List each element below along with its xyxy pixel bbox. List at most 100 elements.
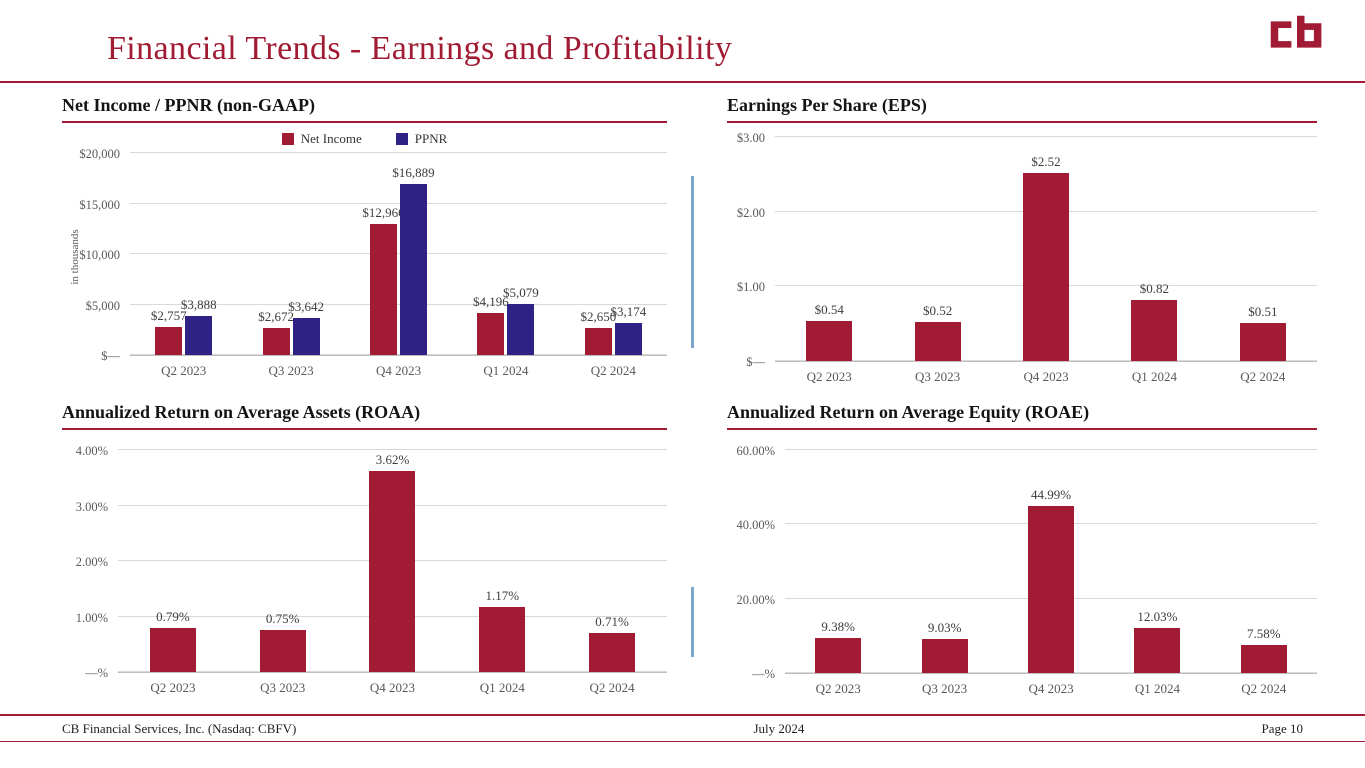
category-group: 3.62% xyxy=(338,450,448,672)
bar: 9.03% xyxy=(921,620,968,673)
y-tick-label: 2.00% xyxy=(75,555,108,569)
ppnr-swatch-icon xyxy=(395,133,408,145)
category-group: $2,672 $3,642 xyxy=(237,153,344,355)
bar: 44.99% xyxy=(1028,487,1075,673)
chart-body: —% 20.00% 40.00% 60.00% 9.38% 9.03% 44.99% 12.… xyxy=(727,444,1317,697)
bar-value-label: $0.52 xyxy=(922,303,953,319)
chart-body: $— $1.00 $2.00 $3.00 $0.54 $0.52 $2.52 $0.82 $0… xyxy=(727,131,1317,385)
bar-value-label: 0.71% xyxy=(595,613,629,629)
bar: 7.58% xyxy=(1240,626,1287,673)
y-tick-label: $20,000 xyxy=(79,147,120,161)
bar: 0.79% xyxy=(149,609,196,672)
bar: $2,757 xyxy=(151,308,187,355)
plot-column: 0.79% 0.75% 3.62% 1.17% 0.71% Q2 2023 Q3 2023… xyxy=(118,449,667,696)
bar-value-label: 9.03% xyxy=(927,620,962,636)
x-tick-label: Q4 2023 xyxy=(369,680,416,695)
category-group: $0.82 xyxy=(1100,137,1208,361)
slide-footer: CB Financial Services, Inc. (Nasdaq: CBF… xyxy=(0,714,1365,742)
bar: $2,672 xyxy=(258,309,294,355)
category-group: $2,650 $3,174 xyxy=(560,153,667,355)
x-axis: Q2 2023 Q3 2023 Q4 2023 Q1 2024 Q2 2024 xyxy=(785,681,1317,697)
net-income-swatch-icon xyxy=(281,133,294,145)
chart-title: Annualized Return on Average Equity (ROA… xyxy=(727,402,1317,430)
y-axis: —% 1.00% 2.00% 3.00% 4.00% xyxy=(62,444,118,680)
plot-column: $0.54 $0.52 $2.52 $0.82 $0.51 Q2 2023 Q3 2023… xyxy=(775,136,1317,385)
bar: $0.52 xyxy=(914,303,961,361)
bar-value-label: 9.38% xyxy=(821,619,855,635)
bar: $12,966 xyxy=(362,205,405,355)
slide-header: Financial Trends - Earnings and Profitab… xyxy=(0,0,1365,83)
x-axis: Q2 2023 Q3 2023 Q4 2023 Q1 2024 Q2 2024 xyxy=(118,680,667,696)
x-tick-label: Q2 2023 xyxy=(161,363,207,378)
y-axis: $— $1.00 $2.00 $3.00 xyxy=(727,131,775,369)
page-title: Financial Trends - Earnings and Profitab… xyxy=(107,30,733,67)
bar-value-label: 3.62% xyxy=(375,452,410,468)
footer-page-number: Page 10 xyxy=(1261,720,1303,736)
category-group: 9.38% xyxy=(785,450,891,673)
y-tick-label: $15,000 xyxy=(79,197,120,212)
category-group: $12,966 $16,889 xyxy=(345,153,452,355)
y-tick-label: $— xyxy=(746,355,765,369)
x-tick-label: Q2 2024 xyxy=(589,680,635,695)
legend-label-net-income: Net Income xyxy=(300,131,362,146)
legend-item-net-income: Net Income xyxy=(281,131,362,147)
category-group: $2,757 $3,888 xyxy=(130,153,237,355)
x-tick-label: Q3 2023 xyxy=(922,681,968,696)
bar-value-label: $2,650 xyxy=(580,309,617,325)
chart-title: Earnings Per Share (EPS) xyxy=(727,95,1317,123)
bar-value-label: $3,174 xyxy=(610,303,647,319)
bar: $16,889 xyxy=(392,165,435,355)
x-tick-label: Q2 2024 xyxy=(1241,681,1287,696)
bar: 3.62% xyxy=(369,452,416,672)
plot-area: $2,757 $3,888 $2,672 $3,642 $12,966 $16,889 $4… xyxy=(130,152,667,356)
column-divider-top xyxy=(691,176,694,348)
category-group: $0.54 xyxy=(775,137,883,361)
bar: $3,888 xyxy=(181,297,217,355)
gridline xyxy=(130,202,667,204)
chart-roae: Annualized Return on Average Equity (ROA… xyxy=(727,402,1317,697)
category-group: 0.79% xyxy=(118,450,228,672)
x-tick-label: Q1 2024 xyxy=(1131,369,1177,384)
bar-value-label: $2,757 xyxy=(150,308,187,324)
x-axis: Q2 2023 Q3 2023 Q4 2023 Q1 2024 Q2 2024 xyxy=(130,363,667,379)
x-axis: Q2 2023 Q3 2023 Q4 2023 Q1 2024 Q2 2024 xyxy=(775,369,1317,385)
bar-value-label: $0.51 xyxy=(1248,303,1278,319)
y-tick-label: $2.00 xyxy=(736,205,765,220)
bar-value-label: $0.82 xyxy=(1139,280,1170,296)
bar-value-label: $12,966 xyxy=(362,205,405,221)
gridline xyxy=(130,253,667,254)
x-tick-label: Q4 2023 xyxy=(1028,681,1074,696)
bar-value-label: 1.17% xyxy=(485,588,520,604)
bar: $4,196 xyxy=(473,294,509,355)
gridline xyxy=(130,303,667,305)
gridline xyxy=(130,152,667,153)
bar-value-label: $16,889 xyxy=(392,165,435,181)
bar: 12.03% xyxy=(1134,609,1181,673)
bar: $0.51 xyxy=(1239,304,1286,361)
x-tick-label: Q4 2023 xyxy=(1023,369,1069,384)
bar: $2,650 xyxy=(580,309,616,355)
y-axis: $— $5,000 $10,000 $15,000 $20,000 xyxy=(62,147,130,363)
gridline xyxy=(775,136,1317,137)
y-tick-label: 60.00% xyxy=(736,444,775,458)
y-tick-label: $10,000 xyxy=(79,248,120,262)
y-tick-label: $1.00 xyxy=(736,280,765,295)
plot-column: $2,757 $3,888 $2,672 $3,642 $12,966 $16,889 $4… xyxy=(130,152,667,379)
x-tick-label: Q1 2024 xyxy=(479,680,525,695)
y-tick-label: 3.00% xyxy=(75,499,108,514)
x-tick-label: Q2 2023 xyxy=(806,369,852,384)
bar: 1.17% xyxy=(479,588,526,672)
x-tick-label: Q3 2023 xyxy=(260,680,306,695)
bar-value-label: 7.58% xyxy=(1247,625,1281,641)
bar: $5,079 xyxy=(503,285,539,355)
bar-value-label: $2.52 xyxy=(1031,153,1061,169)
footer-date: July 2024 xyxy=(753,720,805,736)
bars-row: 0.79% 0.75% 3.62% 1.17% 0.71% xyxy=(118,450,667,672)
category-group: 1.17% xyxy=(447,450,557,672)
footer-company: CB Financial Services, Inc. (Nasdaq: CBF… xyxy=(62,720,297,736)
y-tick-label: —% xyxy=(752,667,775,681)
bar-value-label: 12.03% xyxy=(1137,609,1178,625)
x-tick-label: Q2 2024 xyxy=(1240,369,1286,384)
bar-value-label: $3,642 xyxy=(288,299,324,315)
